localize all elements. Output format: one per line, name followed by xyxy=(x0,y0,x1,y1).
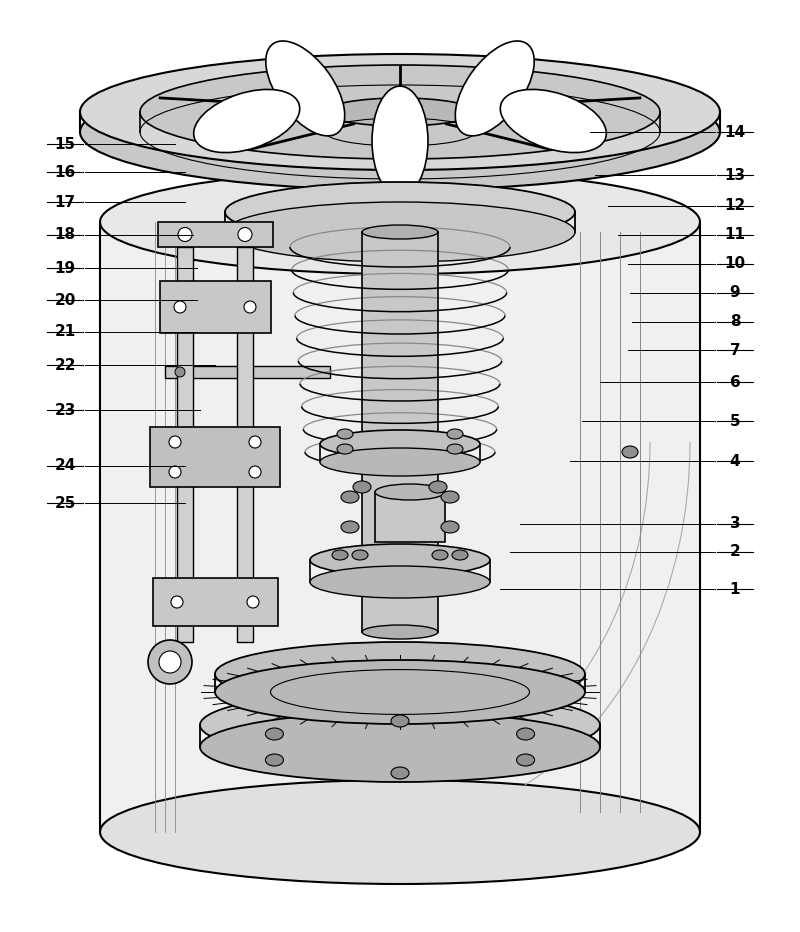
Ellipse shape xyxy=(432,550,448,560)
Ellipse shape xyxy=(452,550,468,560)
Ellipse shape xyxy=(517,754,534,766)
Ellipse shape xyxy=(441,491,459,503)
Ellipse shape xyxy=(80,74,720,190)
Ellipse shape xyxy=(310,566,490,598)
Text: 2: 2 xyxy=(730,544,740,559)
Ellipse shape xyxy=(320,448,480,476)
Ellipse shape xyxy=(200,690,600,760)
Ellipse shape xyxy=(238,227,252,241)
Bar xyxy=(362,232,438,632)
Bar xyxy=(150,427,280,487)
Ellipse shape xyxy=(337,429,353,439)
Ellipse shape xyxy=(391,715,409,727)
Text: 9: 9 xyxy=(730,285,740,300)
Ellipse shape xyxy=(140,65,660,159)
Ellipse shape xyxy=(320,430,480,458)
Text: 11: 11 xyxy=(725,227,746,242)
Ellipse shape xyxy=(80,54,720,170)
Ellipse shape xyxy=(341,521,359,533)
Text: 18: 18 xyxy=(54,227,75,242)
Text: 23: 23 xyxy=(54,403,76,418)
Bar xyxy=(375,492,445,542)
Ellipse shape xyxy=(175,367,185,377)
Ellipse shape xyxy=(100,780,700,884)
Bar xyxy=(159,281,270,333)
Ellipse shape xyxy=(447,429,463,439)
Ellipse shape xyxy=(215,642,585,706)
Ellipse shape xyxy=(169,436,181,448)
Text: 21: 21 xyxy=(54,324,76,339)
Text: 10: 10 xyxy=(725,256,746,271)
Text: 25: 25 xyxy=(54,496,76,511)
Ellipse shape xyxy=(266,728,283,740)
Ellipse shape xyxy=(337,444,353,454)
Ellipse shape xyxy=(249,466,261,478)
Bar xyxy=(177,247,193,642)
Bar xyxy=(158,222,273,247)
Text: 6: 6 xyxy=(730,375,740,390)
Text: 7: 7 xyxy=(730,343,740,358)
Ellipse shape xyxy=(362,225,438,239)
Text: 13: 13 xyxy=(725,168,746,183)
Text: 4: 4 xyxy=(730,454,740,469)
Ellipse shape xyxy=(171,596,183,608)
Text: 17: 17 xyxy=(54,195,75,210)
Ellipse shape xyxy=(517,728,534,740)
Text: 19: 19 xyxy=(54,261,75,276)
Text: 16: 16 xyxy=(54,165,76,180)
Ellipse shape xyxy=(194,89,300,153)
Ellipse shape xyxy=(178,227,192,241)
Ellipse shape xyxy=(441,521,459,533)
Ellipse shape xyxy=(100,170,700,274)
Ellipse shape xyxy=(325,98,475,126)
Text: 24: 24 xyxy=(54,459,76,473)
Ellipse shape xyxy=(362,625,438,639)
Ellipse shape xyxy=(215,660,585,724)
Ellipse shape xyxy=(225,182,575,242)
Ellipse shape xyxy=(169,466,181,478)
Text: 22: 22 xyxy=(54,358,76,373)
Ellipse shape xyxy=(174,301,186,313)
Ellipse shape xyxy=(200,712,600,782)
Text: 3: 3 xyxy=(730,516,740,531)
Bar xyxy=(153,578,278,626)
Ellipse shape xyxy=(391,767,409,779)
Ellipse shape xyxy=(266,41,345,136)
Ellipse shape xyxy=(622,446,638,458)
FancyBboxPatch shape xyxy=(100,222,700,832)
Text: 1: 1 xyxy=(730,582,740,596)
Ellipse shape xyxy=(247,596,259,608)
Ellipse shape xyxy=(266,754,283,766)
Ellipse shape xyxy=(500,89,606,153)
Ellipse shape xyxy=(447,444,463,454)
Ellipse shape xyxy=(455,41,534,136)
Text: 12: 12 xyxy=(724,199,746,213)
Text: 5: 5 xyxy=(730,414,740,429)
Text: 8: 8 xyxy=(730,314,740,329)
Ellipse shape xyxy=(353,481,371,493)
Ellipse shape xyxy=(352,550,368,560)
Ellipse shape xyxy=(332,550,348,560)
Ellipse shape xyxy=(375,484,445,500)
Text: 20: 20 xyxy=(54,293,76,308)
Ellipse shape xyxy=(249,436,261,448)
Ellipse shape xyxy=(244,301,256,313)
Ellipse shape xyxy=(341,491,359,503)
Ellipse shape xyxy=(429,481,447,493)
Ellipse shape xyxy=(372,86,428,196)
Ellipse shape xyxy=(310,544,490,576)
Ellipse shape xyxy=(148,640,192,684)
Bar xyxy=(237,247,253,642)
Text: 15: 15 xyxy=(54,137,75,152)
Ellipse shape xyxy=(159,651,181,673)
Text: 14: 14 xyxy=(725,125,746,140)
Bar xyxy=(165,366,330,378)
Ellipse shape xyxy=(225,202,575,262)
